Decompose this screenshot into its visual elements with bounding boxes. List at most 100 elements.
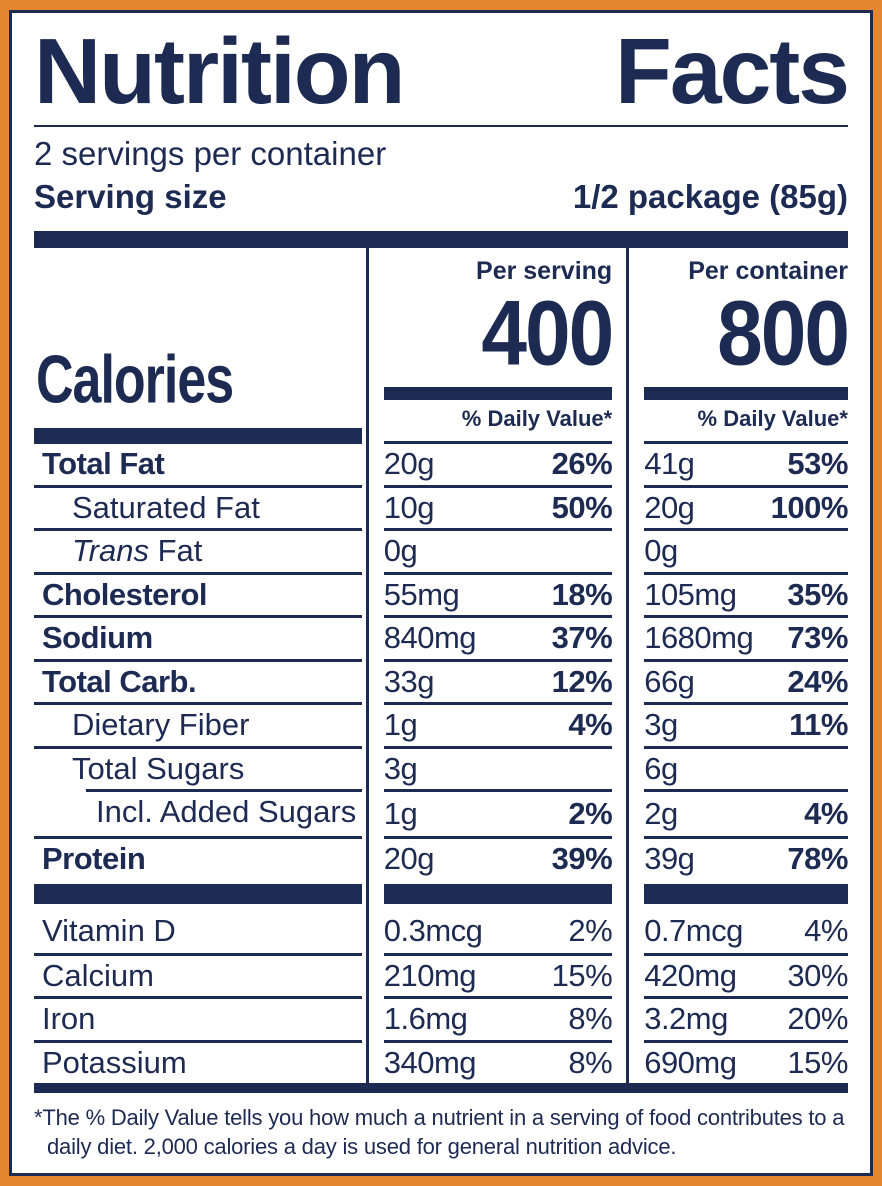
container-amount: 20g — [644, 489, 695, 525]
calories-label: Calories — [36, 342, 234, 419]
nutrient-row-vitamin-d: Vitamin D 0.3mcg 2% 0.7mcg 4% — [34, 909, 848, 953]
nutrient-name-cell-added-sugars: Incl. Added Sugars — [34, 789, 362, 836]
nutrient-name: Dietary Fiber — [72, 707, 250, 743]
serving-amount: 1g — [383, 707, 418, 743]
container-daily-value: 78% — [787, 840, 848, 876]
per-serving-cell-iron: 1.6mg 8% — [383, 996, 613, 1040]
per-container-cell-total-sugars: 6g — [644, 745, 848, 790]
column-divider-1 — [365, 247, 369, 1084]
container-amount: 0g — [644, 533, 678, 569]
nutrient-row-saturated-fat: Saturated Fat 10g 50% 20g 100% — [34, 484, 849, 529]
container-amount: 3g — [644, 707, 678, 743]
container-daily-value: 24% — [787, 663, 848, 699]
per-serving-calories-cell: Per serving 400 % Daily Value* — [383, 248, 614, 441]
nutrient-row-total-fat: Total Fat 20g 26% 41g 53% — [34, 441, 848, 485]
per-serving-cell-vitamin-d: 0.3mcg 2% — [383, 909, 613, 953]
serving-amount: 1.6mg — [383, 1001, 468, 1037]
nutrient-name: Vitamin D — [42, 912, 176, 948]
nutrient-name-cell-sodium: Sodium — [34, 615, 362, 659]
container-amount: 0.7mcg — [644, 912, 743, 948]
header-separator-bar — [34, 230, 848, 248]
per-container-cell-total-carb: 66g 24% — [644, 658, 848, 703]
container-amount: 66g — [644, 663, 695, 699]
nutrient-name-cell-iron: Iron — [34, 996, 362, 1040]
per-container-cell-sodium: 1680mg 73% — [644, 615, 848, 659]
serving-daily-value: 26% — [551, 446, 613, 482]
vitamins-separator-bar — [34, 879, 848, 909]
nutrient-row-trans-fat: Trans Fat 0g 0g — [34, 528, 848, 572]
per-container-cell-protein: 39g 78% — [644, 835, 848, 880]
per-container-header: Per container — [688, 256, 848, 285]
per-serving-cell-potassium: 340mg 8% — [383, 1039, 613, 1084]
container-daily-value: 53% — [787, 446, 848, 482]
container-amount: 1680mg — [644, 620, 754, 656]
container-daily-value: 20% — [787, 1001, 848, 1037]
per-container-daily-value-header: % Daily Value* — [697, 405, 848, 431]
nutrient-name: Total Carb. — [42, 663, 197, 699]
nutrient-name: Total Fat — [42, 446, 165, 482]
container-amount: 420mg — [644, 957, 737, 993]
serving-daily-value: 12% — [551, 663, 613, 699]
nutrient-name: Saturated Fat — [72, 489, 260, 525]
serving-amount: 0g — [383, 533, 418, 569]
per-serving-header: Per serving — [476, 256, 613, 285]
nutrient-name: Protein — [42, 840, 146, 876]
nutrient-row-protein: Protein 20g 39% 39g 78% — [34, 835, 848, 880]
title-word-facts: Facts — [615, 19, 850, 123]
nutrient-name-cell-cholesterol: Cholesterol — [34, 571, 362, 616]
serving-amount: 340mg — [383, 1044, 477, 1080]
container-daily-value: 30% — [787, 957, 848, 993]
container-amount: 3.2mg — [644, 1001, 728, 1037]
serving-daily-value: 2% — [568, 912, 613, 948]
serving-daily-value: 39% — [551, 840, 613, 876]
vitamin-mineral-rows: Vitamin D 0.3mcg 2% 0.7mcg 4% Calcium 210mg 15%… — [34, 909, 848, 1083]
per-serving-cell-total-carb: 33g 12% — [383, 658, 613, 703]
nutrient-name-cell-total-fat: Total Fat — [34, 441, 362, 485]
nutrient-name: Sodium — [42, 620, 153, 656]
calories-cell: Calories — [34, 248, 362, 442]
per-container-cell-added-sugars: 2g 4% — [644, 789, 848, 836]
per-serving-cell-added-sugars: 1g 2% — [383, 789, 613, 836]
nutrient-name-cell-total-carb: Total Carb. — [34, 658, 362, 703]
serving-amount: 1g — [383, 795, 418, 831]
container-daily-value: 35% — [787, 576, 848, 612]
nutrient-name-cell-saturated-fat: Saturated Fat — [34, 484, 362, 529]
nutrition-label: Nutrition Facts 2 servings per container… — [9, 10, 873, 1176]
calories-underline-bar — [34, 428, 362, 442]
title-word-nutrition: Nutrition — [34, 19, 405, 123]
container-daily-value: 73% — [787, 620, 848, 656]
title-rule — [34, 124, 848, 128]
per-serving-cell-trans-fat: 0g — [383, 528, 613, 572]
nutrient-name-cell-dietary-fiber: Dietary Fiber — [34, 702, 362, 746]
nutrient-name: Calcium — [42, 957, 154, 993]
serving-daily-value: 8% — [568, 1001, 613, 1037]
per-serving-cell-calcium: 210mg 15% — [383, 952, 613, 997]
per-container-cell-cholesterol: 105mg 35% — [644, 571, 848, 616]
nutrient-name-cell-potassium: Potassium — [34, 1039, 362, 1084]
serving-amount: 33g — [383, 663, 435, 699]
container-amount: 6g — [644, 750, 678, 786]
servings-per-container: 2 servings per container — [34, 135, 387, 173]
nutrient-row-potassium: Potassium 340mg 8% 690mg 15% — [34, 1039, 848, 1084]
nutrient-name-cell-trans-fat: Trans Fat — [34, 528, 362, 572]
serving-daily-value: 2% — [568, 795, 613, 831]
nutrient-name: Incl. Added Sugars — [96, 794, 357, 830]
nutrient-row-added-sugars: Incl. Added Sugars 1g 2% 2g 4% — [34, 789, 848, 836]
serving-amount: 0.3mcg — [383, 912, 483, 948]
container-daily-value: 11% — [789, 707, 848, 743]
nutrient-name: Cholesterol — [42, 576, 208, 612]
serving-amount: 20g — [383, 840, 435, 876]
per-serving-cell-sodium: 840mg 37% — [383, 615, 613, 659]
per-container-cell-calcium: 420mg 30% — [644, 952, 848, 997]
serving-amount: 10g — [383, 489, 435, 525]
nutrition-table: Calories Per serving 400 % Daily Value* … — [34, 247, 850, 1084]
per-container-cell-dietary-fiber: 3g 11% — [644, 702, 848, 746]
daily-value-footnote: *The % Daily Value tells you how much a … — [34, 1104, 845, 1159]
container-amount: 2g — [644, 795, 678, 831]
nutrient-row-total-sugars: Total Sugars 3g 6g — [34, 745, 848, 790]
container-daily-value: 100% — [770, 489, 849, 525]
calories-section: Calories Per serving 400 % Daily Value* … — [34, 248, 850, 442]
nutrition-facts-title: Nutrition Facts — [34, 19, 850, 123]
column-divider-2 — [626, 247, 630, 1084]
